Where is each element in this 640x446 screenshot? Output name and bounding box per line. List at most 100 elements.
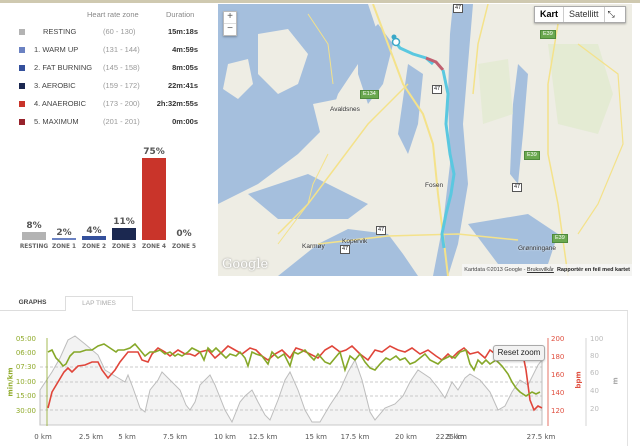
- zoom-out-button[interactable]: −: [224, 23, 236, 35]
- hr-tick: 140: [551, 389, 565, 397]
- road-shield: 47: [432, 85, 443, 94]
- zone-row-fat-burning: 2. FAT BURNING (145 - 158) 8m:05s: [0, 62, 215, 76]
- activity-line-chart[interactable]: [0, 330, 640, 446]
- altitude-area: [39, 335, 543, 426]
- pace-tick: 10:00: [15, 378, 36, 386]
- header-heart-rate-zone: Heart rate zone: [87, 10, 139, 19]
- x-tick: 2.5 km: [78, 433, 104, 441]
- place-label: Karmøy: [302, 243, 325, 250]
- altitude-tick: 80: [590, 352, 599, 360]
- graph-panel: [0, 311, 628, 446]
- euro-road-shield: E39: [552, 234, 568, 243]
- tab-graphs[interactable]: GRAPHS: [0, 296, 65, 310]
- heart-rate-line: [47, 344, 543, 412]
- map-tiles: [218, 4, 632, 276]
- zone-name: 5. MAXIMUM: [34, 117, 79, 126]
- euro-road-shield: E39: [540, 30, 556, 39]
- zone-row-anaerobic: 4. ANAEROBIC (173 - 200) 2h:32m:55s: [0, 98, 215, 112]
- top-border: [0, 0, 640, 3]
- zone-duration: 8m:05s: [172, 63, 198, 72]
- bar-label: ZONE 1: [52, 244, 76, 250]
- pace-tick: 06:00: [15, 349, 36, 357]
- terms-link[interactable]: Bruksvilkår: [526, 267, 554, 273]
- zone-swatch: [19, 47, 25, 53]
- x-tick: 10 km: [213, 433, 237, 441]
- bar-percent: 8%: [26, 221, 42, 231]
- zone-swatch: [19, 29, 25, 35]
- road-shield: 47: [376, 226, 387, 235]
- x-tick: 27.5 km: [526, 433, 556, 441]
- attribution-text: Kartdata ©2013 Google -: [464, 267, 526, 273]
- altitude-tick: 20: [590, 405, 599, 413]
- x-tick: 12.5 km: [248, 433, 278, 441]
- zone-duration: 2h:32m:55s: [156, 99, 198, 108]
- zone-range: (131 - 144): [103, 45, 140, 54]
- graph-tabs: GRAPHS LAP TIMES: [0, 296, 628, 311]
- altitude-tick: 40: [590, 387, 599, 395]
- pace-tick: 05:00: [15, 335, 36, 343]
- place-label: Fosen: [425, 182, 444, 189]
- hr-tick: 200: [551, 335, 565, 343]
- fullscreen-icon[interactable]: ⤡: [607, 9, 615, 19]
- altitude-tick: 60: [590, 369, 599, 377]
- bar-zone-1: 2% ZONE 1: [52, 228, 76, 250]
- header-duration: Duration: [166, 10, 195, 19]
- bar-label: ZONE 5: [172, 244, 196, 250]
- zone-name: RESTING: [43, 27, 77, 36]
- road-shield: 47: [512, 183, 523, 192]
- zone-row-resting: RESTING (60 - 130) 15m:18s: [0, 26, 215, 40]
- zone-name: 2. FAT BURNING: [34, 63, 93, 72]
- pace-tick: 07:30: [15, 363, 36, 371]
- bar-zone-2: 4% ZONE 2: [82, 226, 106, 250]
- bar-label: ZONE 4: [142, 244, 166, 250]
- tab-lap-times[interactable]: LAP TIMES: [65, 296, 133, 311]
- zone-range: (145 - 158): [103, 63, 140, 72]
- bar-zone-4: 75% ZONE 4: [142, 147, 166, 250]
- zone-name: 1. WARM UP: [34, 45, 79, 54]
- hr-tick: 160: [551, 371, 565, 379]
- x-tick: 25 km: [444, 433, 468, 441]
- x-tick: 7.5 km: [162, 433, 188, 441]
- map-zoom-control: + −: [223, 11, 237, 36]
- road-shield: 47: [340, 245, 351, 254]
- bar-resting: 8% RESTING: [20, 221, 48, 250]
- zone-duration: 22m:41s: [167, 81, 198, 90]
- map-type-control: Kart Satellitt ⤡: [534, 6, 626, 23]
- map-type-kart[interactable]: Kart: [535, 7, 565, 22]
- x-tick: 5 km: [118, 433, 136, 441]
- zone-swatch: [19, 83, 25, 89]
- x-tick: 17.5 km: [340, 433, 370, 441]
- zone-range: (159 - 172): [103, 81, 140, 90]
- google-logo: Google: [222, 257, 269, 272]
- map-type-satellite[interactable]: Satellitt: [564, 7, 605, 22]
- zone-range: (60 - 130): [103, 27, 136, 36]
- pace-tick: 15:00: [15, 392, 36, 400]
- map-attribution: Kartdata ©2013 Google - Bruksvilkår Rapp…: [462, 264, 632, 276]
- euro-road-shield: E134: [360, 90, 379, 99]
- place-label: Avaldsnes: [330, 106, 360, 113]
- place-label: Kopervik: [342, 238, 368, 245]
- zone-duration: 15m:18s: [167, 27, 198, 36]
- route-map[interactable]: + − Kart Satellitt ⤡ Avaldsnes Fosen Kar…: [218, 4, 632, 276]
- altitude-axis-label: m: [611, 377, 620, 385]
- bar-label: ZONE 3: [112, 244, 136, 250]
- report-error-link[interactable]: Rapportér en feil med kartet: [556, 267, 630, 273]
- zone-row-aerobic: 3. AEROBIC (159 - 172) 22m:41s: [0, 80, 215, 94]
- road-shield: 47: [453, 4, 464, 13]
- bar-percent: 11%: [113, 217, 135, 227]
- hr-tick: 180: [551, 353, 565, 361]
- euro-road-shield: E39: [524, 151, 540, 160]
- hr-tick: 120: [551, 407, 565, 415]
- zone-duration: 0m:00s: [172, 117, 198, 126]
- reset-zoom-button[interactable]: Reset zoom: [493, 345, 545, 361]
- bar-percent: 2%: [56, 228, 72, 238]
- bar-percent: 4%: [86, 226, 102, 236]
- bar-label: RESTING: [19, 244, 49, 250]
- x-tick: 15 km: [304, 433, 328, 441]
- zoom-in-button[interactable]: +: [227, 11, 233, 22]
- zone-range: (173 - 200): [103, 99, 140, 108]
- bar-percent: 75%: [143, 147, 165, 157]
- zone-name: 3. AEROBIC: [34, 81, 76, 90]
- bar-zone-3: 11% ZONE 3: [112, 217, 136, 250]
- zone-swatch: [19, 119, 25, 125]
